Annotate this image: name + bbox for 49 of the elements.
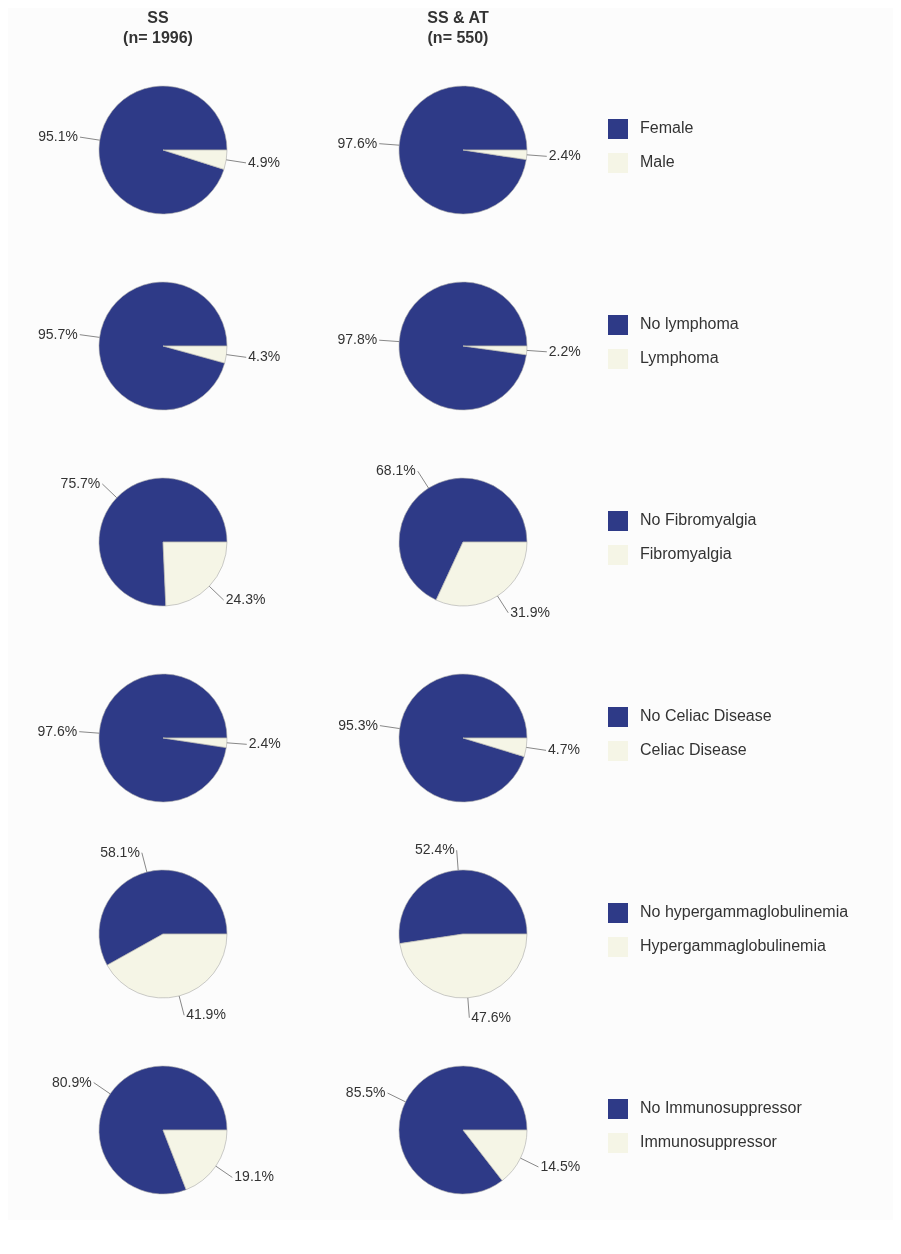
data-label: 97.8% <box>337 331 378 348</box>
pie-slice <box>398 1065 528 1195</box>
data-label: 52.4% <box>414 841 455 858</box>
pie-slice <box>398 673 528 803</box>
data-label: 4.7% <box>548 741 581 758</box>
chart-subtitle: (n= 550) <box>426 28 490 48</box>
legend-label: No Celiac Disease <box>640 707 772 724</box>
data-label: 85.5% <box>345 1084 386 1101</box>
legend-label: Celiac Disease <box>640 741 747 758</box>
pie-slice <box>98 85 228 215</box>
data-label: 4.9% <box>248 153 280 170</box>
legend-label: No Immunosuppressor <box>640 1099 802 1116</box>
pie-slice <box>98 673 228 803</box>
data-label: 31.9% <box>510 603 550 620</box>
data-label: 2.4% <box>548 147 581 164</box>
data-label: 80.9% <box>51 1073 92 1090</box>
pie-slice <box>398 281 528 411</box>
data-label: 95.3% <box>338 716 378 733</box>
chart-title: SS & AT <box>426 8 490 28</box>
data-label: 75.7% <box>60 474 101 491</box>
legend-label: Male <box>640 153 675 170</box>
pie-slice <box>398 85 528 215</box>
data-label: 2.2% <box>548 342 581 359</box>
legend-label: Hypergammaglobulinemia <box>640 937 826 954</box>
data-label: 14.5% <box>540 1157 581 1174</box>
data-label: 95.7% <box>38 325 78 342</box>
data-label: 47.6% <box>471 1008 512 1025</box>
data-label: 68.1% <box>376 462 416 479</box>
data-label: 58.1% <box>100 843 140 860</box>
legend-label: Female <box>640 119 694 136</box>
chart-subtitle: (n= 1996) <box>122 28 194 48</box>
legend-label: No hypergammaglobulinemia <box>640 903 849 920</box>
legend-label: No lymphoma <box>640 315 739 332</box>
legend-label: No Fibromyalgia <box>640 511 757 528</box>
data-label: 2.4% <box>248 735 281 752</box>
pie-slice <box>98 281 228 411</box>
legend-label: Fibromyalgia <box>640 545 732 562</box>
data-label: 24.3% <box>225 591 266 608</box>
data-label: 97.6% <box>337 134 378 151</box>
data-label: 41.9% <box>186 1006 226 1023</box>
pie-slice <box>98 477 228 607</box>
legend-label: Lymphoma <box>640 349 719 366</box>
data-label: 95.1% <box>38 128 78 145</box>
chart-title: SS <box>146 8 170 28</box>
data-label: 97.6% <box>37 722 78 739</box>
pie-slice <box>98 1065 228 1195</box>
legend-label: Immunosuppressor <box>640 1133 777 1150</box>
data-label: 19.1% <box>234 1168 275 1185</box>
data-label: 4.3% <box>248 348 281 365</box>
